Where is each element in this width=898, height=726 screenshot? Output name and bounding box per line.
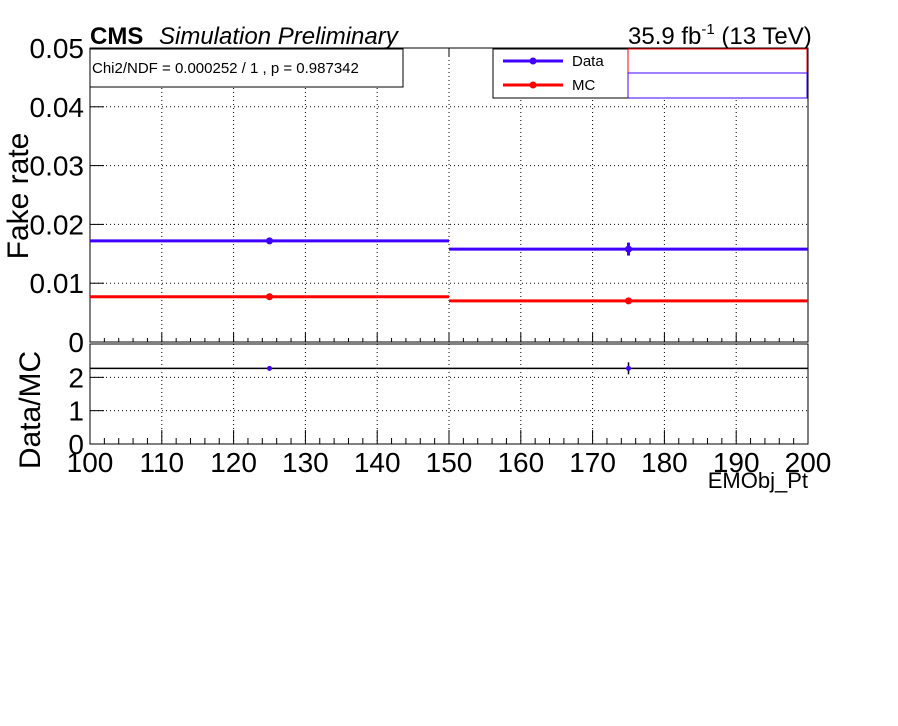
ratio-point	[626, 365, 631, 371]
upper-y-tick-label: 0.04	[30, 92, 85, 123]
y-axis-title-lower: Data/MC	[14, 351, 47, 469]
legend-extra-box-blue	[627, 72, 808, 99]
lower-data-marks	[90, 362, 808, 375]
legend: Data MC	[492, 48, 808, 99]
x-tick-label: 120	[210, 447, 257, 478]
x-tick-label: 150	[426, 447, 473, 478]
x-tick-label: 180	[641, 447, 688, 478]
x-tick-label: 160	[497, 447, 544, 478]
data-point-data	[625, 245, 632, 253]
y-axis-title-upper: Fake rate	[2, 133, 35, 260]
lumi-prefix: 35.9 fb	[628, 23, 701, 50]
x-axis-title: EMObj_Pt	[708, 468, 808, 493]
upper-y-tick-label: 0.03	[30, 151, 85, 182]
cms-label: CMS	[90, 23, 143, 50]
legend-mc-label: MC	[572, 77, 595, 94]
lower-y-tick-label: 0	[68, 429, 84, 460]
lower-y-tick-labels: 012	[68, 362, 84, 460]
x-tick-label: 100	[67, 447, 114, 478]
data-point-data	[266, 237, 273, 245]
upper-y-tick-label: 0	[68, 327, 84, 358]
x-tick-label: 190	[713, 447, 760, 478]
fit-result-box: Chi2/NDF = 0.000252 / 1 , p = 0.987342	[89, 48, 404, 88]
x-tick-label: 200	[785, 447, 832, 478]
x-tick-label: 110	[139, 447, 184, 478]
lumi-exponent: -1	[701, 21, 714, 38]
x-tick-label: 140	[354, 447, 401, 478]
upper-y-tick-label: 0.01	[30, 268, 85, 299]
legend-data-label: Data	[572, 53, 604, 70]
data-point-mc	[625, 297, 632, 305]
lower-y-tick-label: 2	[68, 362, 84, 393]
ratio-point	[267, 365, 272, 371]
data-point-mc	[266, 293, 273, 301]
lower-y-tick-label: 1	[68, 396, 84, 427]
fit-box-frame	[89, 48, 404, 88]
x-tick-label: 130	[282, 447, 329, 478]
x-tick-labels: 100 110 120 130 140 150 160 170 180 190 200	[67, 447, 832, 478]
upper-y-tick-label: 0.05	[30, 33, 85, 64]
upper-y-tick-labels: 0 0.01 0.02 0.03 0.04 0.05	[30, 33, 85, 358]
lower-ticks	[89, 376, 809, 445]
legend-data-marker	[529, 57, 537, 65]
lower-grid	[90, 344, 808, 444]
legend-mc-marker	[529, 81, 537, 89]
fit-result-text: Chi2/NDF = 0.000252 / 1 , p = 0.987342	[92, 60, 359, 77]
upper-data-marks	[90, 237, 808, 305]
upper-y-tick-label: 0.02	[30, 209, 85, 240]
x-tick-label: 170	[569, 447, 616, 478]
lumi-suffix: (13 TeV)	[715, 23, 812, 50]
lumi-label: 35.9 fb-1 (13 TeV)	[628, 21, 812, 50]
status-label: Simulation Preliminary	[159, 23, 400, 50]
